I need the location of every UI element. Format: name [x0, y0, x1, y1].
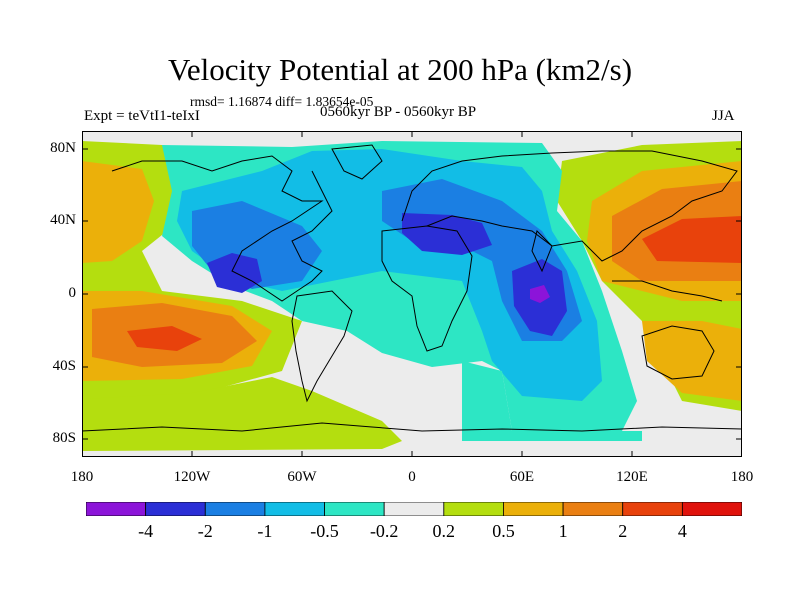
lon-label-120w: 120W: [173, 469, 211, 485]
lon-label-180-left: 180: [70, 469, 94, 485]
coastline-maritime-continent: [612, 280, 723, 302]
coastline-australia: [641, 325, 715, 380]
colorbar-label: 0.2: [432, 521, 456, 541]
contour-southern-band-positive: [82, 377, 402, 451]
colorbar-label: 4: [677, 521, 687, 541]
lon-label-120e: 120E: [616, 469, 648, 485]
contour-africa-minus2: [402, 213, 492, 255]
colorbar-box: [681, 502, 742, 516]
colorbar-box: [622, 502, 683, 516]
colorbar-box: [503, 502, 564, 516]
velocity-potential-map: [82, 131, 742, 457]
contour-southern-ocean-minus02: [462, 361, 642, 441]
colorbar-label: 0.5: [492, 521, 515, 541]
contour-australia-orange: [642, 321, 742, 401]
colorbar: [86, 502, 742, 516]
colorbar-box: [443, 502, 504, 516]
colorbar-label: 2: [618, 521, 628, 541]
coastline-africa: [381, 225, 473, 352]
colorbar-label: -0.2: [369, 521, 399, 541]
colorbar-box: [264, 502, 325, 516]
coastline-india: [531, 230, 553, 273]
stats-text: rmsd= 1.16874 diff= 1.83654e-05: [190, 94, 374, 109]
lon-label-60e: 60E: [509, 469, 535, 485]
contour-central-america-minus2: [207, 253, 262, 293]
season-label: JJA: [712, 108, 735, 124]
lat-label-40n: 40N: [50, 212, 76, 228]
lon-label-180-right: 180: [730, 469, 754, 485]
contour-indian-minus4: [530, 285, 550, 303]
coastline-eurasia: [401, 150, 738, 262]
coastline-greenland: [331, 144, 383, 180]
colorbar-box: [383, 502, 445, 516]
experiment-label: Expt = teVtI1-teIxI: [84, 108, 200, 124]
coastline-north-america: [111, 155, 333, 302]
period-label: 0560kyr BP - 0560kyr BP: [320, 104, 477, 120]
colorbar-box: [204, 502, 266, 516]
coastline-antarctica: [82, 422, 742, 432]
axis-ticks: [82, 131, 742, 457]
coastlines: [82, 144, 742, 432]
colorbar-label: -2: [197, 521, 213, 541]
coastline-south-america: [291, 290, 353, 403]
contour-fields: [82, 141, 742, 451]
colorbar-box: [562, 502, 624, 516]
lon-label-0: 0: [408, 469, 416, 485]
lat-label-80s: 80S: [52, 430, 76, 446]
colorbar-box: [324, 502, 385, 516]
lat-label-0: 0: [68, 285, 77, 301]
lat-label-80n: 80N: [50, 140, 76, 156]
colorbar-boxes: [86, 502, 742, 516]
colorbar-label: -0.5: [310, 521, 339, 541]
colorbar-box: [86, 502, 147, 516]
figure-title: Velocity Potential at 200 hPa (km2/s): [167, 52, 633, 87]
colorbar-label: 1: [558, 521, 568, 541]
contour-south-pacific-red: [127, 326, 202, 351]
lon-label-60w: 60W: [287, 469, 317, 485]
lat-label-40s: 40S: [52, 358, 76, 374]
contour-asia-red: [642, 216, 742, 263]
colorbar-label: -4: [138, 521, 154, 541]
colorbar-box: [145, 502, 206, 516]
colorbar-label: -1: [257, 521, 273, 541]
contour-west-pacific-orange: [82, 161, 154, 263]
